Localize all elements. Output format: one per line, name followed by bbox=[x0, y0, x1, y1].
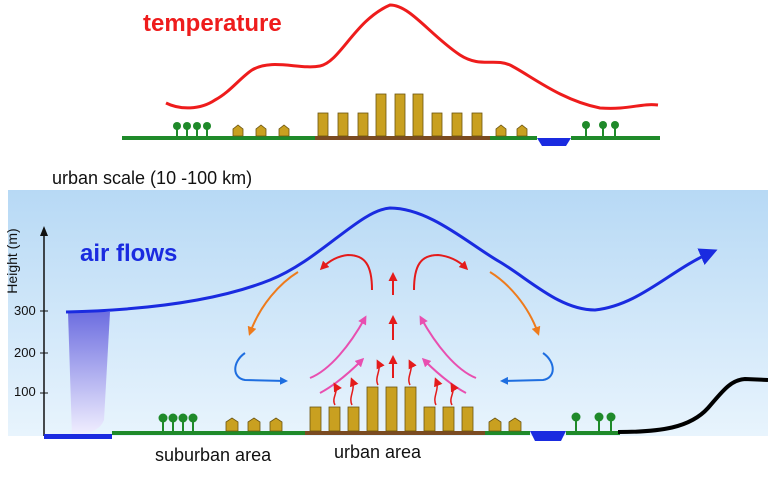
air-flow-curve bbox=[65, 206, 718, 314]
building-icon bbox=[461, 406, 474, 432]
arrow-icon bbox=[450, 382, 459, 406]
house-icon bbox=[488, 417, 502, 432]
house-icon bbox=[516, 124, 528, 137]
building-icon bbox=[337, 112, 349, 137]
building-icon bbox=[357, 112, 369, 137]
bottom-houses bbox=[225, 417, 522, 432]
bottom-water-icon bbox=[530, 431, 566, 441]
house-icon bbox=[508, 417, 522, 432]
arrow-icon bbox=[309, 315, 367, 379]
air-flows-title: air flows bbox=[80, 240, 178, 267]
house-icon bbox=[278, 124, 290, 137]
tree-icon bbox=[571, 412, 581, 431]
building-icon bbox=[471, 112, 483, 137]
arrow-icon bbox=[419, 315, 477, 379]
tree-icon bbox=[173, 122, 181, 136]
arrow-icon bbox=[413, 253, 469, 291]
building-icon bbox=[394, 93, 406, 137]
arrow-icon bbox=[421, 357, 467, 394]
tree-icon bbox=[611, 121, 619, 136]
temperature-title: temperature bbox=[143, 10, 282, 37]
building-icon bbox=[451, 112, 463, 137]
circulation-arrows bbox=[234, 253, 554, 406]
height-axis-label: Height (m) bbox=[4, 228, 20, 294]
bottom-trees bbox=[158, 412, 616, 431]
arrow-icon bbox=[376, 359, 385, 386]
arrow-icon bbox=[434, 377, 443, 406]
tick-label-100: 100 bbox=[14, 384, 36, 399]
arrow-icon bbox=[247, 271, 299, 336]
tree-icon bbox=[594, 412, 604, 431]
building-icon bbox=[442, 406, 455, 432]
arrow-icon bbox=[408, 359, 417, 386]
building-icon bbox=[309, 406, 322, 432]
building-icon bbox=[423, 406, 436, 432]
bottom-ground bbox=[44, 376, 768, 441]
tree-icon bbox=[188, 413, 198, 431]
building-icon bbox=[366, 386, 379, 432]
house-icon bbox=[269, 417, 283, 432]
building-icon bbox=[347, 406, 360, 432]
tick-label-300: 300 bbox=[14, 303, 36, 318]
building-icon bbox=[404, 386, 417, 432]
tree-icon bbox=[178, 413, 188, 431]
top-buildings bbox=[317, 93, 483, 137]
tree-icon bbox=[606, 412, 616, 431]
building-icon bbox=[317, 112, 329, 137]
building-icon bbox=[385, 386, 398, 432]
arrow-icon bbox=[319, 357, 365, 394]
urban-area-label: urban area bbox=[334, 442, 422, 462]
arrow-icon bbox=[489, 271, 541, 336]
arrow-icon bbox=[500, 352, 554, 385]
tree-icon bbox=[168, 413, 178, 431]
tree-icon bbox=[158, 413, 168, 431]
building-icon bbox=[328, 406, 341, 432]
house-icon bbox=[255, 124, 267, 137]
suburban-area-label: suburban area bbox=[155, 445, 272, 465]
top-houses bbox=[232, 124, 528, 137]
house-icon bbox=[495, 124, 507, 137]
scale-title: urban scale (10 -100 km) bbox=[52, 168, 253, 188]
tree-icon bbox=[203, 122, 211, 136]
house-icon bbox=[232, 124, 244, 137]
tree-icon bbox=[582, 121, 590, 136]
temperature-curve bbox=[165, 3, 659, 110]
arrow-icon bbox=[333, 382, 342, 406]
tree-icon bbox=[193, 122, 201, 136]
tick-label-200: 200 bbox=[14, 345, 36, 360]
house-icon bbox=[247, 417, 261, 432]
building-icon bbox=[412, 93, 424, 137]
top-ground bbox=[122, 136, 660, 146]
house-icon bbox=[225, 417, 239, 432]
building-icon bbox=[431, 112, 443, 137]
top-trees bbox=[173, 121, 619, 136]
arrow-icon bbox=[350, 377, 359, 406]
arrow-icon bbox=[319, 253, 373, 291]
hill-line bbox=[617, 376, 768, 434]
bottom-buildings bbox=[309, 386, 474, 432]
height-axis-arrow-icon bbox=[40, 226, 48, 236]
tree-icon bbox=[599, 121, 607, 136]
top-water-icon bbox=[537, 138, 571, 146]
tree-icon bbox=[183, 122, 191, 136]
rural-plume bbox=[68, 312, 110, 436]
arrow-icon bbox=[234, 352, 288, 385]
building-icon bbox=[375, 93, 387, 137]
